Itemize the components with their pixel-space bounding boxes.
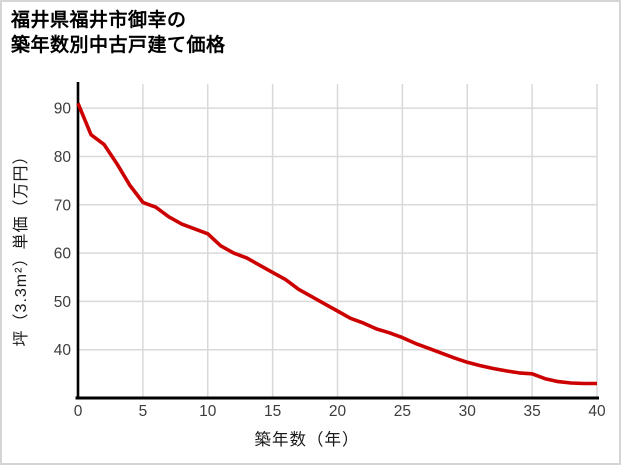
x-tick-label: 40 bbox=[588, 403, 606, 420]
y-tick-label: 80 bbox=[54, 149, 72, 166]
y-tick-label: 50 bbox=[54, 294, 72, 311]
y-tick-label: 70 bbox=[54, 197, 72, 214]
chart-title: 福井県福井市御幸の 築年数別中古戸建て価格 bbox=[11, 10, 226, 57]
x-tick-label: 35 bbox=[524, 403, 541, 420]
x-tick-label: 5 bbox=[139, 403, 148, 420]
y-tick-label: 90 bbox=[54, 101, 72, 118]
price-line-series bbox=[76, 102, 597, 386]
gridlines bbox=[78, 84, 598, 398]
tick-labels: 40 50 60 70 80 90 0 5 10 15 20 25 30 35 40 bbox=[54, 101, 606, 420]
x-axis-title: 築年数（年） bbox=[254, 431, 360, 449]
price-line bbox=[76, 102, 597, 386]
x-tick-label: 10 bbox=[199, 403, 217, 420]
axes bbox=[75, 82, 599, 400]
x-tick-label: 30 bbox=[459, 403, 477, 420]
x-tick-label: 0 bbox=[74, 403, 83, 420]
x-tick-label: 15 bbox=[264, 403, 281, 420]
x-tick-label: 20 bbox=[329, 403, 347, 420]
y-tick-label: 40 bbox=[54, 342, 72, 359]
y-tick-label: 60 bbox=[54, 246, 72, 263]
x-tick-label: 25 bbox=[394, 403, 411, 420]
